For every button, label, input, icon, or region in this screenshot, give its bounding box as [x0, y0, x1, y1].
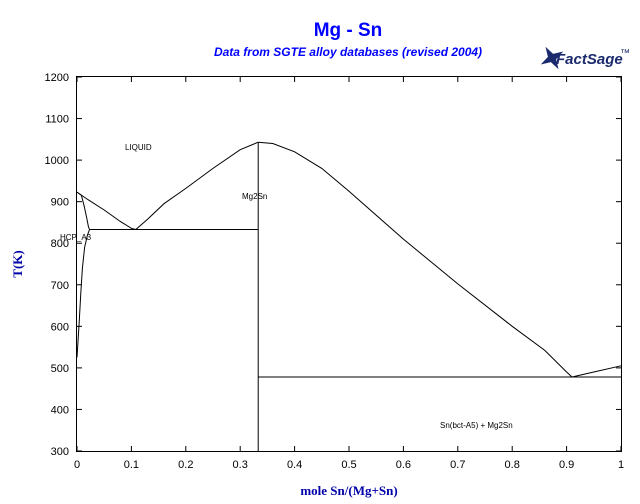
y-tick-label: 400	[51, 404, 69, 416]
x-tick-label: 0.9	[559, 459, 574, 471]
x-tick-label: 0	[74, 459, 80, 471]
y-tick-label: 1000	[45, 155, 69, 167]
x-tick-label: 0.7	[450, 459, 465, 471]
logo-text: FactSage	[556, 51, 623, 68]
chart-subtitle: Data from SGTE alloy databases (revised …	[214, 45, 482, 59]
x-tick-label: 0.5	[341, 459, 356, 471]
phase-boundary-line-4	[571, 365, 622, 378]
region-label-mg2sn: Mg2Sn	[242, 192, 267, 201]
y-axis-label: T(K)	[10, 250, 25, 277]
y-tick-label: 800	[51, 238, 69, 250]
x-axis-label: mole Sn/(Mg+Sn)	[300, 483, 397, 498]
region-label-liquid: LIQUID	[125, 143, 152, 152]
y-tick-label: 900	[51, 197, 69, 209]
phase-boundary-line-2	[135, 141, 259, 230]
y-tick-label: 300	[51, 446, 69, 458]
phase-boundary-line-3	[258, 141, 573, 378]
x-tick-label: 0.4	[287, 459, 302, 471]
logo-star-icon	[540, 46, 564, 70]
chart-title: Mg - Sn	[314, 20, 383, 41]
phase-boundaries	[76, 141, 622, 451]
x-tick-label: 0.2	[178, 459, 193, 471]
x-tick-label: 0.3	[233, 459, 248, 471]
plot-frame	[76, 76, 622, 452]
y-tick-label: 600	[51, 321, 69, 333]
region-label-hcp-a3: HCP_A3	[60, 233, 92, 242]
x-tick-label: 0.8	[505, 459, 520, 471]
phase-boundary-line-1	[76, 191, 136, 230]
factsage-logo: FactSage ™	[540, 46, 630, 70]
y-tick-label: 1200	[45, 72, 69, 84]
y-tick-label: 1100	[45, 114, 69, 126]
phase-boundary-line-6	[76, 229, 90, 358]
x-tick-label: 0.1	[124, 459, 139, 471]
axis-ticks: 0 0.1 0.2 0.3 0.4 0.5 0.6 0.7 0.8 0.9 1 300 400 500 60…	[45, 72, 625, 471]
y-tick-label: 500	[51, 363, 69, 375]
phase-boundary-line-5	[76, 191, 90, 230]
y-tick-label: 700	[51, 280, 69, 292]
logo-trademark: ™	[620, 48, 630, 59]
region-label-sn-mg2sn: Sn(bct-A5) + Mg2Sn	[440, 421, 513, 430]
x-tick-label: 0.6	[396, 459, 411, 471]
x-tick-label: 1	[618, 459, 624, 471]
